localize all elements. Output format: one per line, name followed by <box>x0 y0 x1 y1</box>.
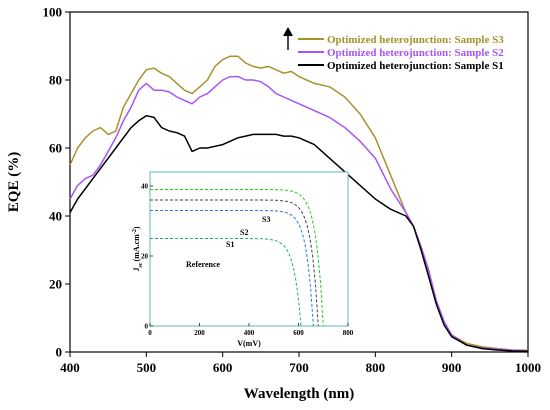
series-line-s2 <box>69 75 529 352</box>
inset-y-axis-title: Jsc(mA.cm-2) <box>132 226 144 271</box>
x-tick-label: 800 <box>366 360 386 375</box>
x-tick-label: 400 <box>60 360 80 375</box>
y-tick-label: 60 <box>49 141 62 156</box>
inset-ylabel-sup: -2 <box>132 229 138 234</box>
y-tick-label: 20 <box>49 277 62 292</box>
series-lines <box>69 55 529 353</box>
inset-curve-label: S3 <box>262 215 270 224</box>
legend-label: Optimized heterojunction: Sample S3 <box>327 34 504 46</box>
x-axis-title: Wavelength (nm) <box>244 386 354 402</box>
legend: Optimized heterojunction: Sample S3Optim… <box>283 27 504 72</box>
inset-x-tick-label: 600 <box>293 329 304 337</box>
x-tick-label: 500 <box>137 360 157 375</box>
inset-y-tick-label: 0 <box>145 323 149 331</box>
series-line-s1 <box>69 114 529 353</box>
y-tick-label: 100 <box>43 5 63 20</box>
legend-label: Optimized heterojunction: Sample S1 <box>327 60 504 72</box>
x-tick-label: 600 <box>213 360 233 375</box>
inset-x-tick-label: 0 <box>148 329 152 337</box>
inset-x-axis-title: V(mV) <box>237 339 261 348</box>
legend-arrow-head <box>283 27 293 36</box>
y-tick-label: 0 <box>56 345 63 360</box>
inset-curve-label: Reference <box>186 260 221 269</box>
legend-label: Optimized heterojunction: Sample S2 <box>327 47 504 59</box>
y-tick-label: 40 <box>49 209 62 224</box>
x-tick-label: 900 <box>442 360 462 375</box>
inset-x-tick-label: 800 <box>343 329 354 337</box>
inset-ylabel-rest: (mA.cm <box>132 234 141 262</box>
inset-chart: 0 200 400 600 800 0 20 40 S3 S2 S1 Reference V(mV)… <box>132 171 354 348</box>
inset-ylabel-close: ) <box>132 226 141 229</box>
inset-curve-s3 <box>150 189 324 327</box>
inset-series-lines: S3 S2 S1 Reference <box>150 189 324 327</box>
x-axis: 400 500 600 700 800 900 1000 <box>60 352 541 375</box>
series-line-s3 <box>69 55 529 352</box>
inset-frame <box>149 171 349 327</box>
y-axis: 0 20 40 60 80 100 <box>43 5 70 360</box>
x-tick-label: 700 <box>289 360 309 375</box>
x-tick-label: 1000 <box>515 360 541 375</box>
inset-ylabel-main: J <box>132 268 141 272</box>
y-axis-title: EQE (%) <box>6 152 22 212</box>
inset-curve-s2 <box>150 199 319 327</box>
inset-curve-s1 <box>150 210 314 327</box>
inset-x-tick-label: 400 <box>244 329 255 337</box>
inset-x-tick-label: 200 <box>194 329 205 337</box>
inset-ylabel-sub: sc <box>138 262 144 267</box>
inset-curve-label: S1 <box>226 240 234 249</box>
inset-y-tick-label: 20 <box>141 253 149 261</box>
inset-curve-label: S2 <box>240 228 248 237</box>
inset-axes: 0 200 400 600 800 0 20 40 <box>141 183 354 338</box>
inset-y-tick-label: 40 <box>141 183 149 191</box>
inset-curve-reference <box>150 238 302 327</box>
y-tick-label: 80 <box>49 73 62 88</box>
